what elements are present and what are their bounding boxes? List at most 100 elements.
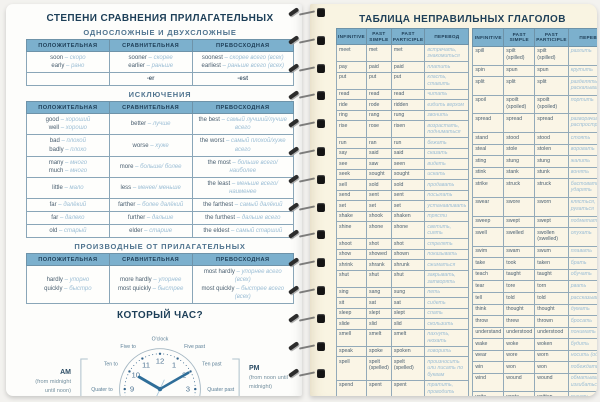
- past-participle-cell: slept: [390, 307, 426, 320]
- past-participle-cell: spun: [534, 64, 569, 78]
- past-participle-cell: worn: [534, 349, 569, 363]
- verb-row: run ran run бежать: [336, 137, 470, 149]
- translation-cell: бросать: [567, 315, 597, 328]
- verb-row: spreadspreadspreadразворачивать, распрос…: [472, 113, 597, 134]
- past-simple-cell: paid: [365, 61, 392, 73]
- past-simple-cell: thought: [503, 303, 536, 317]
- past-participle-cell: written: [534, 391, 569, 396]
- infinitive-cell: spoil: [472, 94, 505, 115]
- table-cell: the farthest – самый далёкий: [191, 198, 295, 213]
- verb-row: spell spelt (spelled) spelt (spelled) произ…: [336, 356, 470, 381]
- table-cell: elder – старше: [108, 224, 193, 239]
- past-simple-cell: threw: [503, 315, 536, 328]
- past-simple-cell: swept: [503, 215, 536, 229]
- table-cell: the worst – самый плохой/хуже всего: [191, 134, 295, 157]
- section-subtitle: ПРОИЗВОДНЫЕ ОТ ПРИЛАГАТЕЛЬНЫХ: [74, 242, 246, 252]
- past-participle-cell: shone: [390, 221, 426, 240]
- infinitive-cell: stand: [472, 132, 505, 145]
- time-label: Five to: [120, 343, 136, 349]
- table-row: little – мало less – менее/ меньше the lea…: [26, 176, 295, 200]
- translation-cell: обучать: [567, 268, 597, 282]
- verb-row: think thought thought думать: [472, 303, 597, 317]
- infinitive-cell: sit: [336, 297, 367, 309]
- infinitive-cell: smell: [336, 328, 367, 347]
- infinitive-cell: show: [336, 248, 367, 261]
- past-participle-cell: read: [390, 88, 426, 101]
- translation-cell: ездить верхом: [424, 99, 470, 111]
- infinitive-cell: teach: [472, 268, 505, 282]
- column-header: СРАВНИТЕЛЬНАЯ: [108, 253, 193, 267]
- spiral-coil-icon: [281, 367, 333, 381]
- past-simple-cell: set: [365, 200, 392, 212]
- verb-tables: INFINITIVE PAST SIMPLE PAST PARTICIPLE ПЕРЕ…: [336, 27, 597, 396]
- infinitive-cell: seek: [336, 168, 367, 181]
- translation-cell: портить: [567, 94, 597, 115]
- past-participle-cell: risen: [390, 120, 426, 139]
- table-cell: better – лучше: [108, 113, 193, 136]
- verb-row: steal stole stolen воровать: [472, 143, 597, 157]
- past-participle-cell: swum: [534, 245, 569, 259]
- infinitive-cell: slide: [336, 318, 367, 330]
- past-participle-cell: spoilt (spoiled): [534, 94, 569, 115]
- table-row: -er -est: [26, 72, 295, 87]
- comparison-table: ПОЛОЖИТЕЛЬНАЯ СРАВНИТЕЛЬНАЯ ПРЕВОСХОДНАЯ so…: [26, 39, 295, 87]
- translation-cell: встречать, знакомиться: [424, 44, 470, 63]
- table-row: bad – плохой badly – плохо worse – хуже the…: [26, 134, 295, 157]
- verb-row: sweepsweptsweptподметать: [472, 215, 597, 229]
- verb-row: pay paid paid платить: [336, 61, 470, 73]
- translation-cell: разворачивать, распространять: [567, 113, 597, 134]
- translation-cell: класть, ставить: [424, 71, 470, 90]
- translation-cell: сидеть: [424, 297, 470, 309]
- verb-row: telltoldtoldрассказывать: [472, 292, 597, 305]
- verb-row: sit sat sat сидеть: [336, 297, 470, 309]
- am-label: AM (from midnight until noon) ДО ПОЛУДНЯ: [26, 368, 74, 396]
- infinitive-cell: split: [472, 76, 505, 96]
- translation-cell: светить, сиять: [424, 221, 470, 240]
- column-header: ПОЛОЖИТЕЛЬНАЯ: [26, 101, 110, 115]
- verb-row: spoil spoilt (spoiled) spoilt (spoiled) пор…: [472, 94, 597, 115]
- past-simple-cell: spilt (spilled): [503, 45, 536, 66]
- past-simple-cell: spelt (spelled): [365, 356, 392, 381]
- header-row: ПОЛОЖИТЕЛЬНАЯ СРАВНИТЕЛЬНАЯ ПРЕВОСХОДНАЯ: [26, 39, 295, 52]
- table-cell: good – хороший well – хорошо: [26, 113, 110, 136]
- table-cell: most hardly – упорнее всего (всех) most q…: [191, 265, 295, 304]
- past-simple-cell: tore: [503, 280, 536, 293]
- translation-cell: показывать: [424, 248, 470, 261]
- translation-cell: звонить: [424, 109, 470, 122]
- table-cell: the most – больше всего/наиболее: [191, 155, 295, 178]
- infinitive-cell: steal: [472, 143, 505, 157]
- table-cell: soonest – скорее всего (всех) earliest – …: [191, 50, 295, 74]
- verb-row: see saw seen видеть: [336, 158, 470, 170]
- right-page-title: ТАБЛИЦА НЕПРАВИЛЬНЫХ ГЛАГОЛОВ: [359, 14, 566, 25]
- past-participle-cell: woken: [534, 338, 569, 351]
- past-simple-cell: sat: [365, 297, 392, 309]
- verb-row: seek sought sought искать: [336, 168, 470, 181]
- spiral-coil-icon: [281, 312, 333, 326]
- translation-cell: продавать: [424, 179, 470, 191]
- past-simple-cell: won: [503, 361, 536, 374]
- translation-cell: стрелять: [424, 238, 470, 250]
- past-simple-cell: spoilt (spoiled): [503, 94, 536, 115]
- column-header: PAST PARTICIPLE: [534, 28, 569, 47]
- infinitive-cell: throw: [472, 315, 505, 328]
- past-simple-cell: stole: [503, 143, 536, 157]
- past-simple-cell: said: [365, 147, 392, 160]
- translation-cell: брать: [567, 257, 597, 270]
- past-simple-cell: spoke: [365, 345, 392, 358]
- past-participle-cell: swollen (swelled): [534, 227, 569, 247]
- column-header: PAST PARTICIPLE: [390, 27, 426, 46]
- verb-row: tear tore torn рвать: [472, 280, 597, 293]
- past-participle-cell: wound: [534, 372, 569, 393]
- verb-row: set set set устанавливать: [336, 200, 470, 212]
- past-simple-cell: saw: [365, 158, 392, 170]
- verb-row: win won won побеждать: [472, 361, 597, 374]
- table-cell: old – старый: [26, 224, 110, 239]
- past-simple-cell: split: [503, 76, 536, 96]
- infinitive-cell: spread: [472, 113, 505, 134]
- past-simple-cell: sold: [365, 179, 392, 191]
- table-row: soon – скоро early – рано sooner – скорее e…: [26, 50, 295, 74]
- past-simple-cell: woke: [503, 338, 536, 351]
- infinitive-cell: shut: [336, 269, 367, 288]
- translation-cell: посылать: [424, 189, 470, 202]
- spiral-coil-icon: [281, 117, 333, 131]
